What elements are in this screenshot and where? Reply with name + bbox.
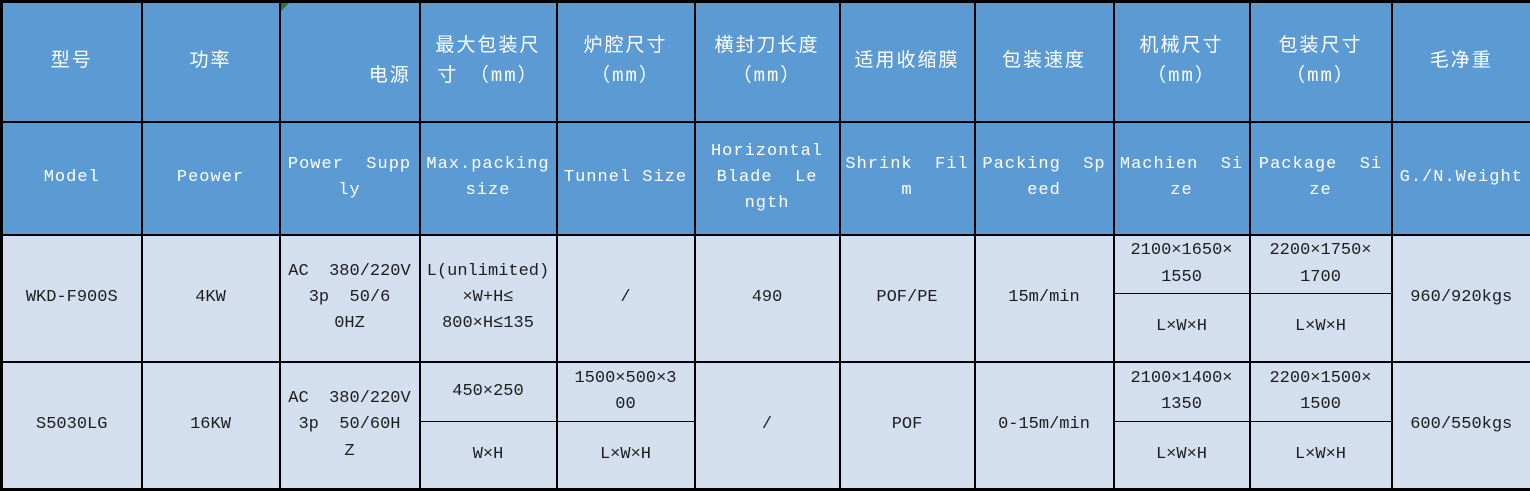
header-power-supply-cn: 电源 xyxy=(280,2,420,122)
cell-tunnel-size: 1500×500×3 00 xyxy=(557,362,695,422)
cell-blade-length: / xyxy=(695,362,840,490)
cell-package-size: 2200×1500× 1500 xyxy=(1250,362,1392,422)
header-power-supply-en: Power Supp ly xyxy=(280,122,420,235)
cell-weight: 600/550kgs xyxy=(1392,362,1530,490)
header-packing-speed-cn: 包装速度 xyxy=(975,2,1114,122)
header-blade-length-en: Horizontal Blade Le ngth xyxy=(695,122,840,235)
cell-package-size: 2200×1750× 1700 xyxy=(1250,235,1392,294)
cell-machine-size: 2100×1400× 1350 xyxy=(1114,362,1250,422)
header-machine-size-cn: 机械尺寸 （mm） xyxy=(1114,2,1250,122)
cell-power: 16KW xyxy=(142,362,280,490)
cell-model: S5030LG xyxy=(2,362,142,490)
cell-shrink-film: POF/PE xyxy=(840,235,975,362)
header-row-en: Model Peower Power Supp ly Max.packing s… xyxy=(2,122,1530,235)
header-max-packing-size-cn: 最大包装尺 寸 （mm） xyxy=(420,2,557,122)
cell-power-supply: AC 380/220V 3p 50/6 0HZ xyxy=(280,235,420,362)
cell-packing-speed: 15m/min xyxy=(975,235,1114,362)
cell-tunnel-size: / xyxy=(557,235,695,362)
cell-weight: 960/920kgs xyxy=(1392,235,1530,362)
cell-max-packing-size: 450×250 xyxy=(420,362,557,422)
header-package-size-cn: 包装尺寸 （mm） xyxy=(1250,2,1392,122)
cell-machine-size-unit: L×W×H xyxy=(1114,294,1250,362)
header-machine-size-en: Machien Si ze xyxy=(1114,122,1250,235)
header-shrink-film-en: Shrink Fil m xyxy=(840,122,975,235)
header-weight-cn: 毛净重 xyxy=(1392,2,1530,122)
cell-package-size-unit: L×W×H xyxy=(1250,294,1392,362)
cell-flag-triangle-icon xyxy=(281,3,289,11)
cell-model: WKD-F900S xyxy=(2,235,142,362)
cell-package-size-unit: L×W×H xyxy=(1250,422,1392,490)
header-blade-length-cn: 横封刀长度 （mm） xyxy=(695,2,840,122)
header-power-supply-cn-label: 电源 xyxy=(369,65,411,87)
cell-machine-size: 2100×1650× 1550 xyxy=(1114,235,1250,294)
header-row-cn: 型号 功率 电源 最大包装尺 寸 （mm） 炉腔尺寸 （mm） 横封刀长度 （m… xyxy=(2,2,1530,122)
cell-tunnel-size-unit: L×W×H xyxy=(557,422,695,490)
data-row-s5030lg: S5030LG 16KW AC 380/220V 3p 50/60H Z 450… xyxy=(2,362,1530,422)
header-weight-en: G./N.Weight xyxy=(1392,122,1530,235)
cell-power: 4KW xyxy=(142,235,280,362)
header-max-packing-size-en: Max.packing size xyxy=(420,122,557,235)
data-row-wkd-f900s: WKD-F900S 4KW AC 380/220V 3p 50/6 0HZ L(… xyxy=(2,235,1530,294)
header-model-cn: 型号 xyxy=(2,2,142,122)
cell-shrink-film: POF xyxy=(840,362,975,490)
cell-max-packing-size: L(unlimited) ×W+H≤ 800×H≤135 xyxy=(420,235,557,362)
header-power-cn: 功率 xyxy=(142,2,280,122)
header-model-en: Model xyxy=(2,122,142,235)
cell-packing-speed: 0-15m/min xyxy=(975,362,1114,490)
cell-max-packing-size-unit: W×H xyxy=(420,422,557,490)
cell-blade-length: 490 xyxy=(695,235,840,362)
cell-machine-size-unit: L×W×H xyxy=(1114,422,1250,490)
header-tunnel-size-en: Tunnel Size xyxy=(557,122,695,235)
header-shrink-film-cn: 适用收缩膜 xyxy=(840,2,975,122)
header-tunnel-size-cn: 炉腔尺寸 （mm） xyxy=(557,2,695,122)
header-package-size-en: Package Si ze xyxy=(1250,122,1392,235)
header-packing-speed-en: Packing Sp eed xyxy=(975,122,1114,235)
header-power-en: Peower xyxy=(142,122,280,235)
cell-power-supply: AC 380/220V 3p 50/60H Z xyxy=(280,362,420,490)
